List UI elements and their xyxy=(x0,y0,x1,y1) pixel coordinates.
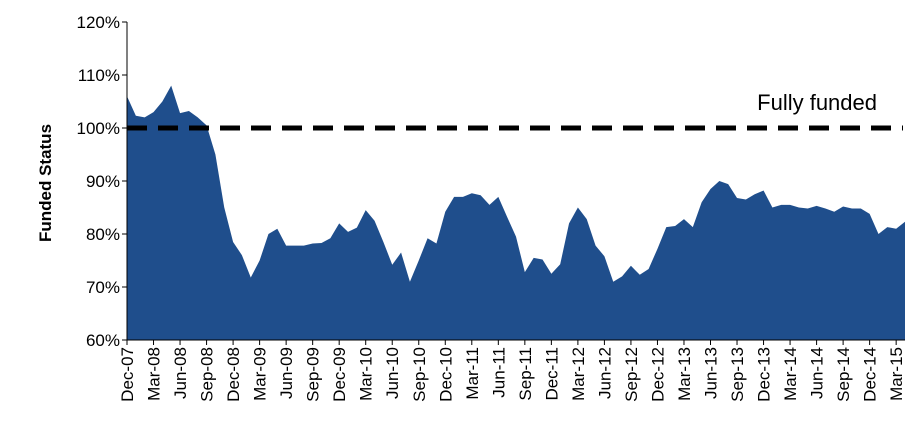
x-tick-label: Dec-09 xyxy=(330,347,349,402)
x-tick-label: Sep-14 xyxy=(834,347,853,402)
y-tick-label: 90% xyxy=(86,172,120,191)
x-tick-label: Sep-08 xyxy=(198,347,217,402)
x-tick-label: Sep-13 xyxy=(728,347,747,402)
x-tick-label: Mar-10 xyxy=(357,347,376,401)
x-tick-label: Mar-11 xyxy=(463,347,482,400)
x-tick-label: Jun-13 xyxy=(702,347,721,399)
y-tick-label: 120% xyxy=(77,13,120,32)
x-tick-label: Dec-08 xyxy=(224,347,243,402)
x-tick-label: Jun-12 xyxy=(595,347,614,399)
x-tick-label: Sep-09 xyxy=(304,347,323,402)
x-tick-label: Jun-10 xyxy=(383,347,402,399)
funded-status-area xyxy=(127,85,905,340)
x-tick-label: Mar-15 xyxy=(887,347,905,401)
x-tick-label: Jun-11 xyxy=(489,347,508,398)
x-tick-label: Dec-11 xyxy=(542,347,561,401)
x-tick-label: Jun-09 xyxy=(277,347,296,399)
x-tick-label: Mar-12 xyxy=(569,347,588,401)
x-tick-label: Mar-09 xyxy=(251,347,270,401)
x-tick-label: Dec-14 xyxy=(861,347,880,402)
x-tick-label: Mar-14 xyxy=(781,347,800,401)
x-tick-label: Sep-12 xyxy=(622,347,641,402)
y-axis-title: Funded Status xyxy=(36,124,55,242)
x-tick-label: Dec-07 xyxy=(118,347,137,402)
y-tick-label: 80% xyxy=(86,225,120,244)
x-tick-label: Dec-13 xyxy=(755,347,774,402)
x-tick-label: Sep-11 xyxy=(516,347,535,401)
x-tick-label: Sep-10 xyxy=(410,347,429,402)
x-tick-label: Jun-08 xyxy=(171,347,190,399)
y-tick-label: 110% xyxy=(78,66,120,85)
y-tick-label: 70% xyxy=(86,278,120,297)
x-tick-label: Jun-14 xyxy=(808,347,827,399)
x-tick-label: Mar-08 xyxy=(145,347,164,401)
y-tick-label: 60% xyxy=(86,331,120,350)
fully-funded-label: Fully funded xyxy=(757,90,877,115)
x-tick-label: Dec-10 xyxy=(436,347,455,402)
x-tick-label: Mar-13 xyxy=(675,347,694,401)
x-tick-label: Dec-12 xyxy=(649,347,668,402)
y-tick-label: 100% xyxy=(77,119,120,138)
